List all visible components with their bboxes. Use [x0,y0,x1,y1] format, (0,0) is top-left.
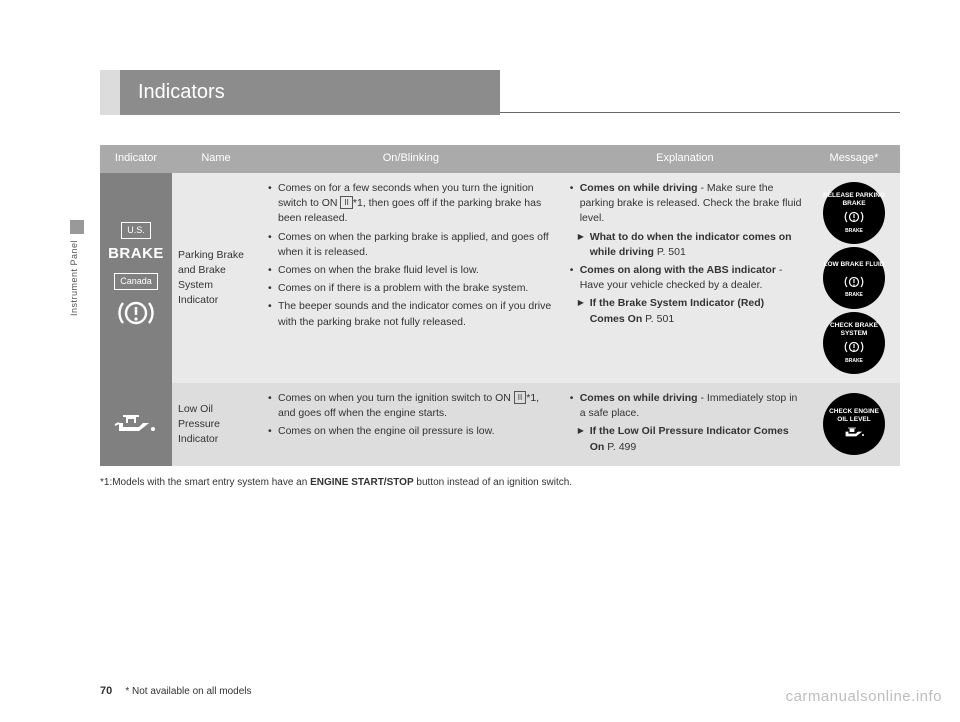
message-oil: CHECK ENGINE OIL LEVEL [808,383,900,466]
list-item: The beeper sounds and the indicator come… [266,299,556,329]
page-number: 70 * Not available on all models [100,684,252,700]
bold-text: If the Brake System Indicator (Red) Come… [590,297,764,324]
list-item: Comes on when the parking brake is appli… [266,230,556,260]
msg-circle-release: RELEASE PARKING BRAKE BRAKE [823,182,885,244]
ignition-icon: II [340,196,352,209]
th-onblinking: On/Blinking [260,145,562,173]
list-item: Comes on along with the ABS indicator - … [568,263,802,293]
badge-us: U.S. [121,222,151,239]
ignition-icon: II [514,391,526,404]
name-oil: Low Oil Pressure Indicator [172,383,260,466]
onblinking-brake: Comes on for a few seconds when you turn… [260,173,562,383]
list-item: Comes on when the engine oil pressure is… [266,424,556,439]
page-num-value: 70 [100,685,112,697]
oil-can-icon [106,411,166,437]
footnote-bold: ENGINE START/STOP [310,477,414,488]
page-ref: P. 501 [654,246,686,258]
title-rule [500,112,900,113]
msg-circle-checkoil: CHECK ENGINE OIL LEVEL [823,393,885,455]
th-indicator: Indicator [100,145,172,173]
watermark: carmanualsonline.info [786,686,942,708]
list-item: Comes on when you turn the ignition swit… [266,391,556,421]
explanation-oil: Comes on while driving - Immediately sto… [562,383,808,466]
explanation-brake: Comes on while driving - Make sure the p… [562,173,808,383]
th-explanation: Explanation [562,145,808,173]
msg-text: CHECK BRAKE SYSTEM [823,322,885,338]
msg-circle-checksys: CHECK BRAKE SYSTEM BRAKE [823,312,885,374]
message-brake: RELEASE PARKING BRAKE BRAKE LOW BRAKE FL… [808,173,900,383]
page-title: Indicators [120,70,500,115]
th-name: Name [172,145,260,173]
list-item: Comes on if there is a problem with the … [266,281,556,296]
th-message: Message* [808,145,900,173]
page-ref: P. 501 [642,313,674,325]
brake-mini-icon [844,210,864,227]
page-ref: P. 499 [604,441,636,453]
brake-mini-icon [844,275,864,292]
bold-text: Comes on along with the ABS indicator [580,264,776,276]
msg-circle-lowfluid: LOW BRAKE FLUID BRAKE [823,247,885,309]
list-item: Comes on while driving - Make sure the p… [568,181,802,227]
table-header-row: Indicator Name On/Blinking Explanation M… [100,145,900,173]
indicator-table: Indicator Name On/Blinking Explanation M… [100,145,900,466]
bold-text: Comes on while driving [580,182,698,194]
onblinking-oil: Comes on when you turn the ignition swit… [260,383,562,466]
oil-mini-icon [843,426,865,441]
msg-sub: BRAKE [845,228,863,234]
bold-text: Comes on while driving [580,392,698,404]
list-item: Comes on while driving - Immediately sto… [568,391,802,421]
indicator-cell-brake: U.S. BRAKE Canada [100,173,172,383]
crossref: If the Brake System Indicator (Red) Come… [568,296,802,326]
brake-exclaim-icon [118,298,154,328]
footnote: *1:Models with the smart entry system ha… [100,476,900,491]
list-item: Comes on for a few seconds when you turn… [266,181,556,227]
bold-text: What to do when the indicator comes on w… [590,231,792,258]
page-note: * Not available on all models [125,686,251,697]
indicator-cell-oil [100,383,172,466]
msg-text: LOW BRAKE FLUID [823,257,884,273]
msg-text: CHECK ENGINE OIL LEVEL [823,408,885,424]
side-block [70,220,84,234]
footnote-text: *1:Models with the smart entry system ha… [100,477,310,488]
msg-sub: BRAKE [845,358,863,364]
brake-mini-icon [844,340,864,357]
table-row: U.S. BRAKE Canada Parking Brake and Brak… [100,173,900,383]
side-tab: Instrument Panel [68,220,86,380]
brake-indicator-text: BRAKE [106,243,166,265]
crossref: What to do when the indicator comes on w… [568,230,802,260]
msg-text: RELEASE PARKING BRAKE [823,192,885,208]
page: Indicators Indicator Name On/Blinking Ex… [100,70,900,490]
badge-canada: Canada [114,273,158,290]
side-label: Instrument Panel [68,240,81,316]
list-item: Comes on when the brake fluid level is l… [266,263,556,278]
title-accent [100,70,120,115]
name-brake: Parking Brake and Brake System Indicator [172,173,260,383]
table-row: Low Oil Pressure Indicator Comes on when… [100,383,900,466]
text: Comes on when you turn the ignition swit… [278,392,514,404]
footnote-end: button instead of an ignition switch. [414,477,572,488]
crossref: If the Low Oil Pressure Indicator Comes … [568,424,802,454]
title-bar: Indicators [100,70,900,115]
msg-sub: BRAKE [845,292,863,298]
